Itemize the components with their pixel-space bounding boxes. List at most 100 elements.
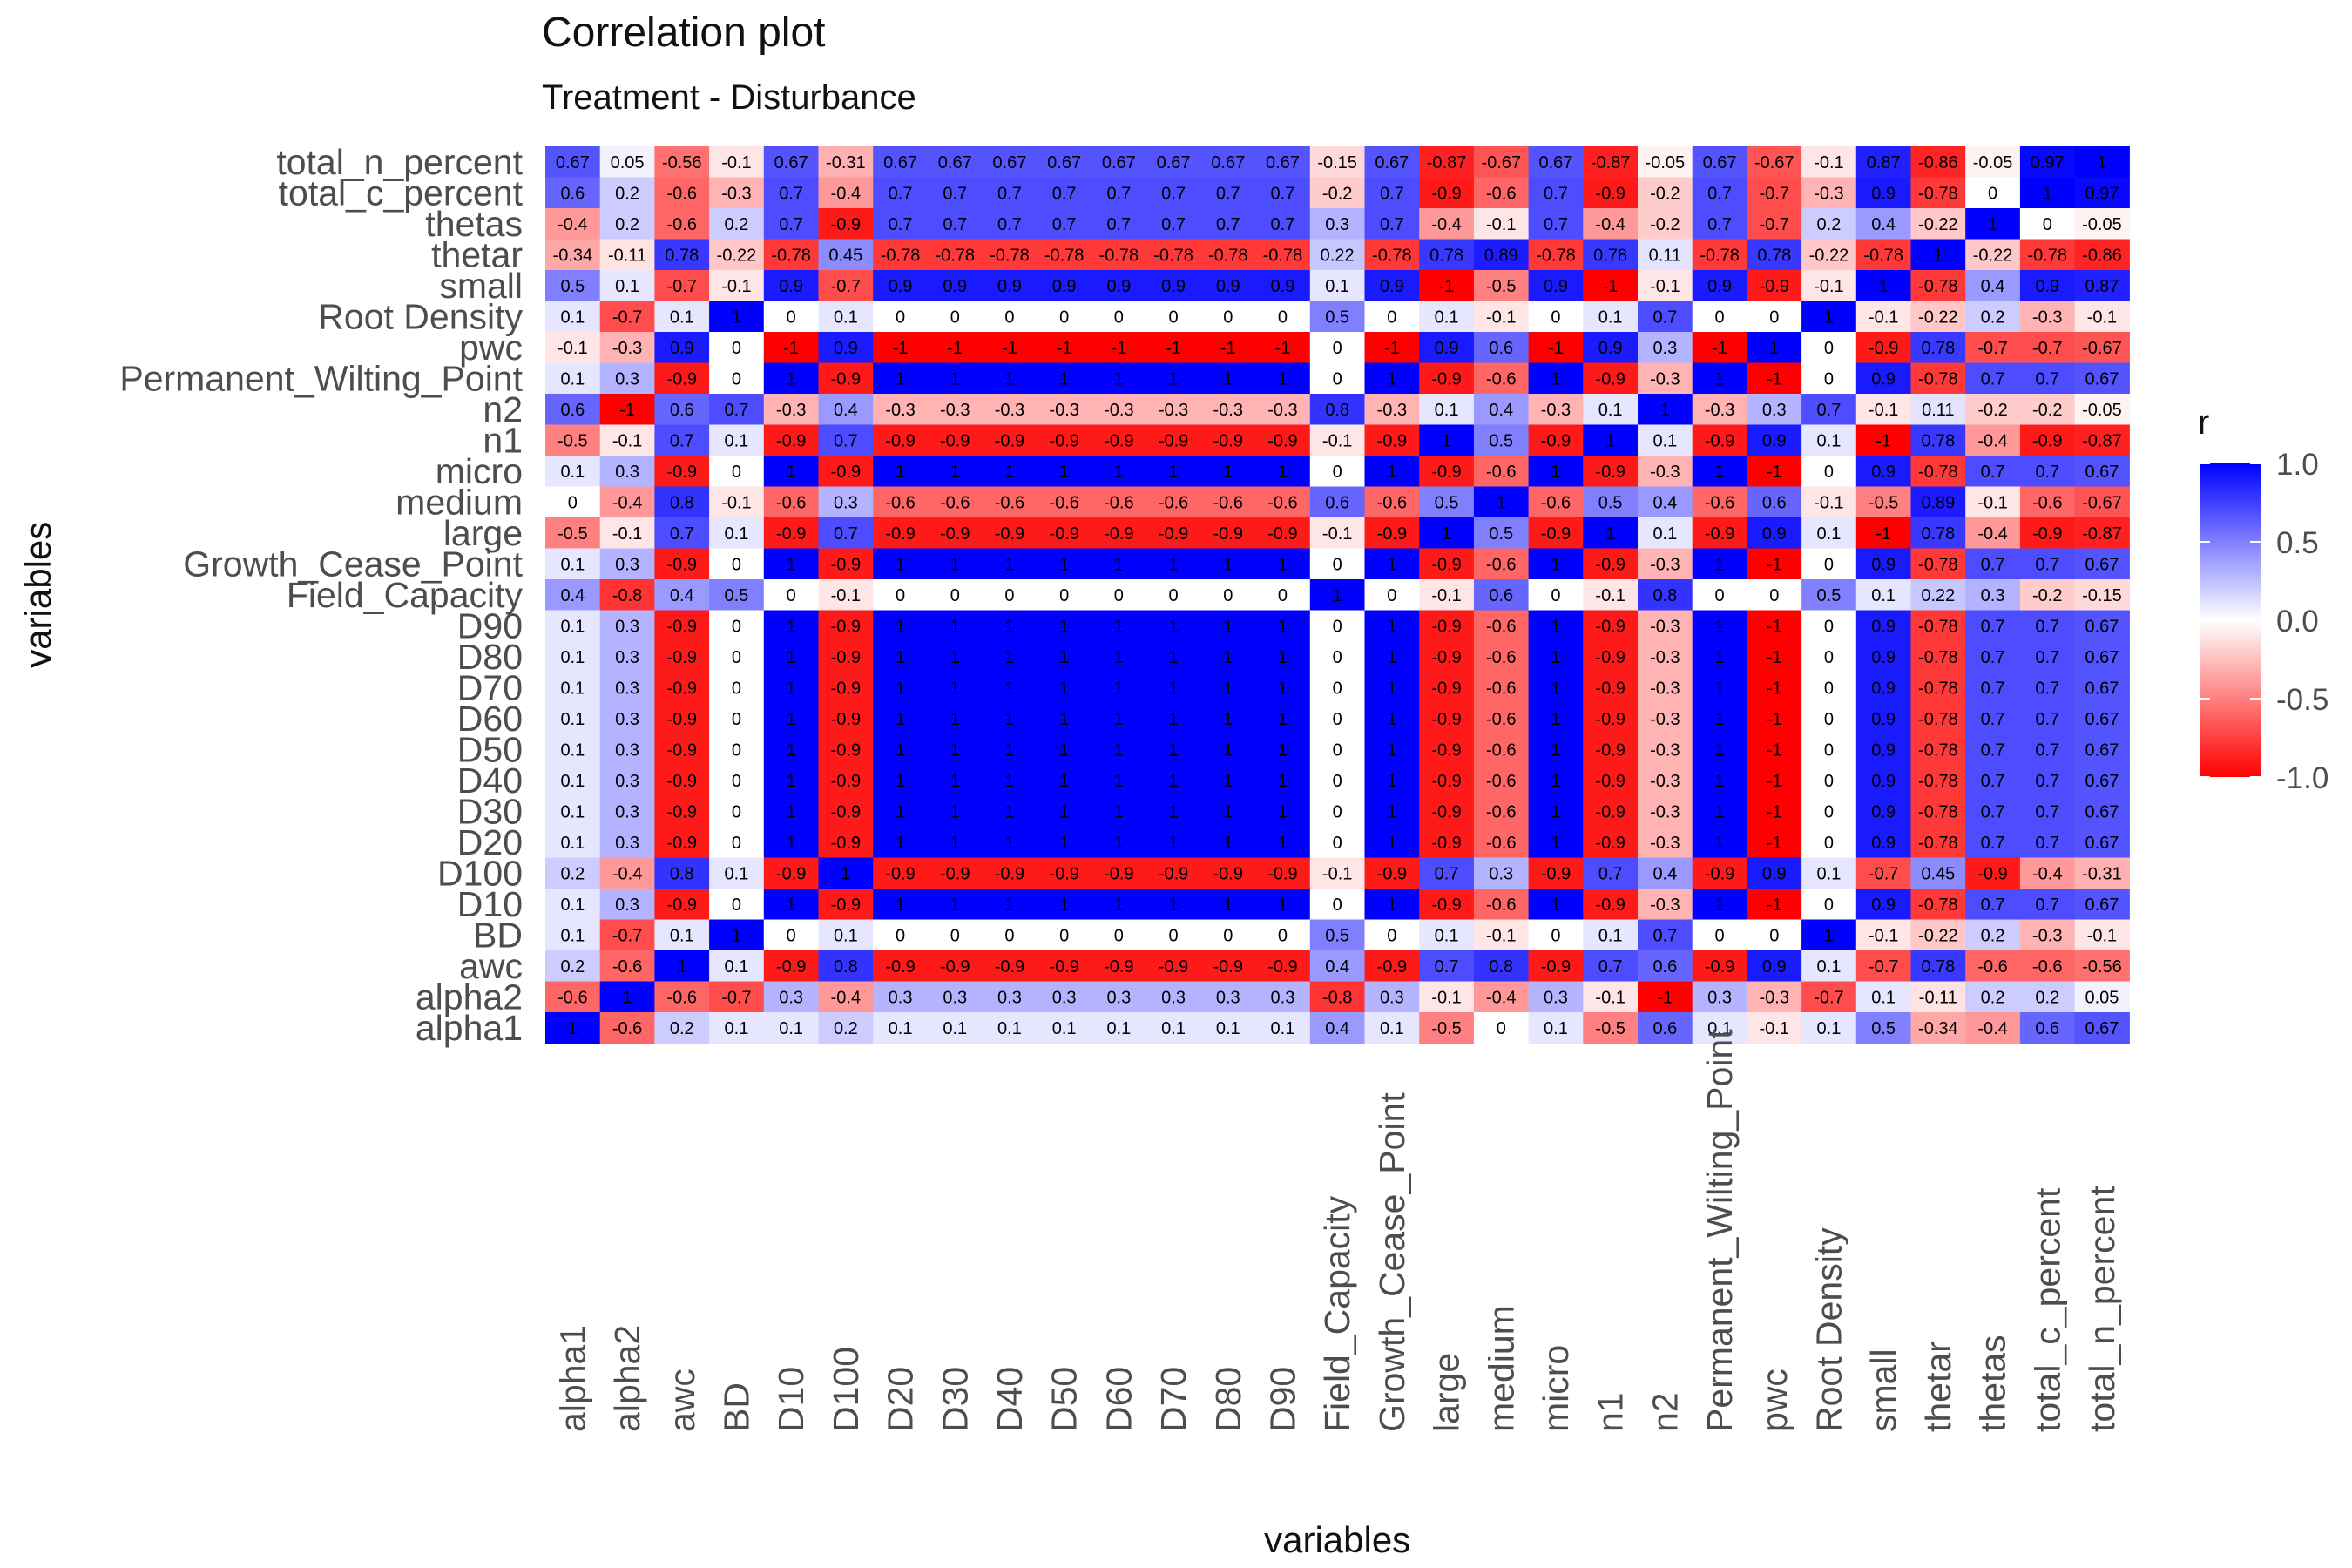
heatmap-cell — [2019, 424, 2076, 456]
heatmap-cell — [2074, 981, 2130, 1013]
cell-value-label: -0.3 — [1760, 988, 1789, 1007]
heatmap-cell — [545, 919, 601, 951]
cell-value-label: 1 — [1114, 369, 1124, 389]
heatmap-cell — [1037, 641, 1092, 673]
heatmap-cell — [599, 208, 655, 240]
cell-value-label: -0.22 — [1918, 215, 1958, 234]
cell-value-label: -0.6 — [1486, 896, 1516, 915]
heatmap-cell — [1528, 177, 1584, 209]
heatmap-cell — [1419, 362, 1475, 395]
cell-value-label: 1 — [1059, 648, 1069, 667]
cell-value-label: -0.9 — [2032, 524, 2062, 544]
cell-value-label: -1 — [1220, 339, 1236, 358]
heatmap-cell — [927, 362, 983, 395]
cell-value-label: 1 — [1168, 617, 1178, 636]
heatmap-cell — [1092, 733, 1147, 766]
cell-value-label: 0.7 — [1981, 369, 2005, 389]
heatmap-cell — [599, 456, 655, 488]
cell-value-label: 0.67 — [992, 153, 1026, 172]
cell-value-label: 0.11 — [1922, 401, 1954, 420]
heatmap-cell — [763, 1012, 820, 1044]
heatmap-cell — [1364, 177, 1420, 209]
cell-value-label: 1 — [1278, 896, 1288, 915]
heatmap-cell — [1092, 672, 1147, 704]
cell-value-label: 0.7 — [779, 215, 803, 234]
cell-value-label: -0.9 — [776, 524, 806, 544]
heatmap-cell — [818, 827, 874, 859]
heatmap-cell — [1309, 517, 1366, 550]
cell-value-label: -0.9 — [667, 648, 697, 667]
cell-value-label: -0.1 — [1431, 586, 1461, 605]
cell-value-label: 0.9 — [1707, 277, 1732, 296]
cell-value-label: 0.1 — [560, 617, 585, 636]
x-tick-label: alpha2 — [607, 1325, 647, 1432]
heatmap-cell — [1255, 950, 1311, 983]
heatmap-cell — [1747, 765, 1802, 797]
cell-value-label: 1 — [1551, 710, 1560, 729]
cell-value-label: 0.1 — [670, 308, 694, 327]
cell-value-label: 0.1 — [560, 648, 585, 667]
y-tick-label: large — [443, 513, 523, 553]
cell-value-label: 1 — [896, 617, 905, 636]
heatmap-cell — [927, 889, 983, 921]
heatmap-cell — [545, 424, 601, 456]
x-tick-label: n2 — [1645, 1392, 1685, 1432]
cell-value-label: -1 — [1057, 339, 1072, 358]
cell-value-label: -0.87 — [2082, 431, 2122, 450]
cell-value-label: -0.6 — [776, 493, 806, 512]
cell-value-label: 0.8 — [834, 957, 858, 977]
heatmap-cell — [1473, 641, 1530, 673]
heatmap-cell — [2019, 146, 2076, 179]
heatmap-cell — [1965, 362, 2021, 395]
cell-value-label: 0.3 — [615, 740, 639, 760]
heatmap-cell — [1364, 889, 1420, 921]
heatmap-cell — [1473, 889, 1530, 921]
cell-value-label: -0.6 — [1486, 772, 1516, 791]
cell-value-label: 1 — [1223, 679, 1233, 698]
cell-value-label: -0.7 — [1869, 957, 1898, 977]
heatmap-cell — [1200, 703, 1256, 735]
cell-value-label: 0 — [1333, 710, 1342, 729]
cell-value-label: -0.05 — [2082, 401, 2122, 420]
cell-value-label: 0.2 — [670, 1019, 694, 1038]
cell-value-label: 1 — [1004, 555, 1014, 574]
heatmap-cell — [927, 208, 983, 240]
cell-value-label: -0.6 — [940, 493, 970, 512]
heatmap-cell — [1638, 919, 1693, 951]
heatmap-cell — [1583, 950, 1639, 983]
cell-value-label: 0.3 — [834, 493, 858, 512]
heatmap-cell — [1583, 579, 1639, 612]
heatmap-cell — [1965, 486, 2021, 518]
cell-value-label: 0.7 — [725, 401, 749, 420]
heatmap-cell — [1037, 362, 1092, 395]
cell-value-label: 0.7 — [2035, 617, 2059, 636]
cell-value-label: 0.3 — [615, 679, 639, 698]
heatmap-cell — [1638, 548, 1693, 580]
cell-value-label: 0.67 — [2085, 772, 2119, 791]
heatmap-cell — [1965, 827, 2021, 859]
cell-value-label: -0.6 — [612, 957, 642, 977]
cell-value-label: 0.7 — [1161, 184, 1186, 203]
heatmap-cell — [1801, 981, 1857, 1013]
heatmap-cell — [1583, 981, 1639, 1013]
cell-value-label: -0.1 — [1595, 586, 1625, 605]
cell-value-label: 1 — [787, 834, 796, 853]
heatmap-cell — [1092, 703, 1147, 735]
cell-value-label: -0.9 — [1541, 957, 1571, 977]
x-axis-tick-labels: alpha1 alpha2 awc BD D10 D100 D20 D30 D40 D50 D60 D… — [552, 1029, 2122, 1432]
cell-value-label: 0 — [732, 772, 741, 791]
heatmap-cell — [709, 424, 765, 456]
cell-value-label: 0.78 — [1429, 246, 1463, 265]
cell-value-label: 0.9 — [1106, 277, 1131, 296]
cell-value-label: 0.5 — [1489, 524, 1513, 544]
cell-value-label: 0.2 — [1981, 988, 2005, 1007]
cell-value-label: 1 — [1114, 802, 1124, 821]
heatmap-cell — [818, 332, 874, 364]
heatmap-cell — [763, 548, 820, 580]
cell-value-label: 1 — [841, 864, 850, 883]
cell-value-label: 0.9 — [997, 277, 1022, 296]
cell-value-label: -0.4 — [1486, 988, 1516, 1007]
heatmap-cell — [1801, 456, 1857, 488]
cell-value-label: -0.1 — [721, 153, 751, 172]
heatmap-cell — [927, 177, 983, 209]
